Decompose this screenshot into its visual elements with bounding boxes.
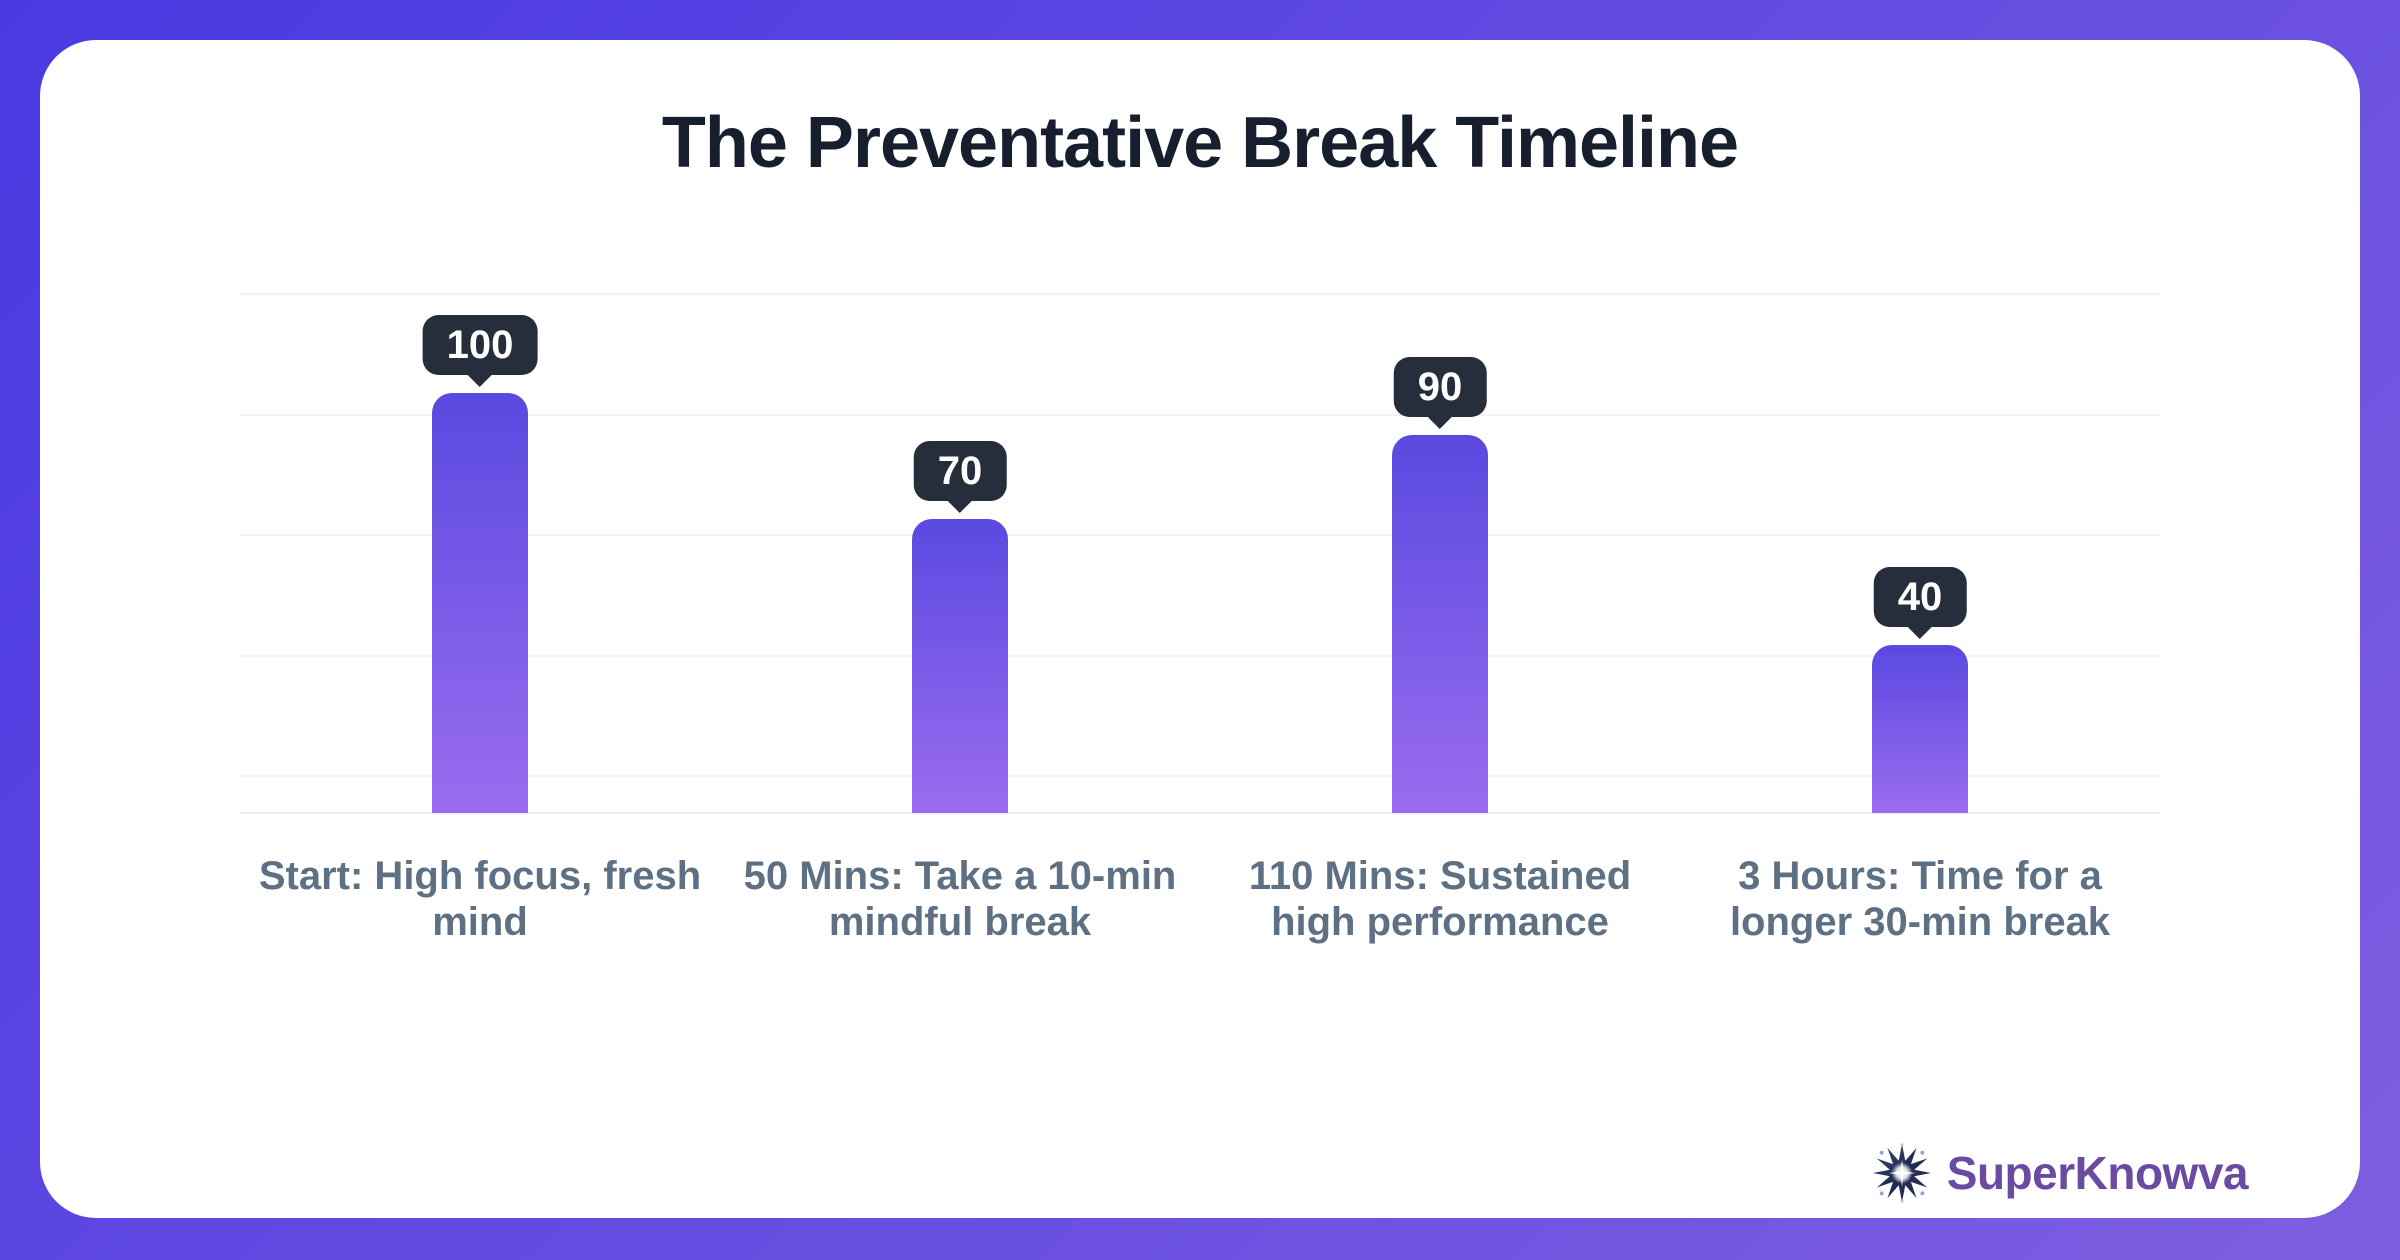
value-tooltip: 100 <box>422 315 538 375</box>
bar <box>1392 435 1488 813</box>
gridline <box>240 775 2160 777</box>
chart-card: The Preventative Break Timeline 100 Start… <box>40 40 2360 1218</box>
bar-column: 90 110 Mins: Sustained high performance <box>1200 293 1680 944</box>
plot-area: 100 Start: High focus, fresh mind 70 50 Min… <box>240 293 2160 944</box>
value-tooltip: 70 <box>913 441 1007 501</box>
category-label: 110 Mins: Sustained high performance <box>1248 854 1632 944</box>
brand-name: SuperKnowva <box>1946 1147 2249 1199</box>
brand-logo: SuperKnowva <box>1871 1142 2249 1204</box>
starburst-icon <box>1872 1143 1931 1203</box>
category-label: Start: High focus, fresh mind <box>258 854 702 944</box>
bar-columns: 100 Start: High focus, fresh mind 70 50 Min… <box>240 293 2160 944</box>
bar <box>912 519 1008 813</box>
chart-title: The Preventative Break Timeline <box>661 103 1739 183</box>
bar <box>1872 645 1968 813</box>
bar-column: 70 50 Mins: Take a 10-min mindful break <box>720 293 1200 944</box>
bar-column: 100 Start: High focus, fresh mind <box>240 293 720 944</box>
gridline <box>240 534 2160 536</box>
category-label: 3 Hours: Time for a longer 30-min break <box>1729 854 2111 944</box>
category-label: 50 Mins: Take a 10-min mindful break <box>743 854 1177 944</box>
gridline <box>240 414 2160 416</box>
x-axis-line <box>240 812 2160 814</box>
bar-column: 40 3 Hours: Time for a longer 30-min brea… <box>1680 293 2160 944</box>
gridline <box>240 293 2160 295</box>
gridline <box>240 655 2160 657</box>
value-tooltip: 90 <box>1393 357 1487 417</box>
value-tooltip: 40 <box>1873 567 1967 627</box>
bar <box>432 393 528 813</box>
